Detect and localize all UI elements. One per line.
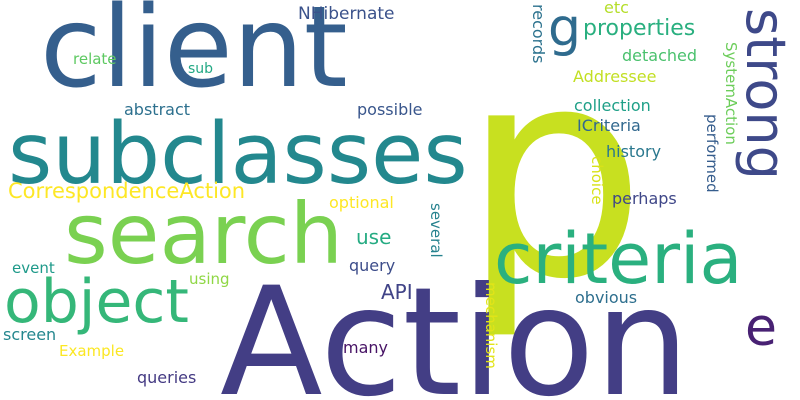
word-icriteria: ICriteria bbox=[577, 116, 641, 135]
word-obvious: obvious bbox=[575, 288, 638, 307]
word-client: client bbox=[40, 0, 348, 113]
word-correspondenceaction: CorrespondenceAction bbox=[8, 179, 246, 203]
word-optional: optional bbox=[329, 193, 394, 212]
word-several: several bbox=[427, 203, 445, 258]
word-etc: etc bbox=[604, 0, 629, 17]
word-query: query bbox=[349, 256, 396, 275]
word-object: object bbox=[4, 267, 189, 337]
word-many: many bbox=[343, 338, 388, 357]
word-records: records bbox=[529, 4, 548, 64]
word-queries: queries bbox=[137, 368, 197, 387]
word-detached: detached bbox=[622, 46, 698, 65]
word-criteria: criteria bbox=[494, 218, 743, 300]
word-subclasses: subclasses bbox=[8, 105, 468, 204]
word-properties: properties bbox=[583, 16, 696, 41]
word-choice: choice bbox=[588, 156, 606, 205]
word-g: g bbox=[548, 0, 582, 58]
word-example: Example bbox=[59, 342, 125, 360]
word-use: use bbox=[356, 225, 392, 249]
word-performed: performed bbox=[703, 114, 721, 193]
word-search: search bbox=[64, 185, 344, 283]
word-api: API bbox=[381, 280, 413, 304]
word-strong: strong bbox=[734, 8, 797, 180]
word-abstract: abstract bbox=[124, 100, 191, 119]
word-event: event bbox=[12, 259, 55, 277]
word-relate: relate bbox=[73, 50, 117, 68]
word-nhibernate: NHibernate bbox=[298, 4, 395, 24]
word-using: using bbox=[189, 270, 230, 288]
word-p: p bbox=[462, 6, 647, 343]
word-collection: collection bbox=[574, 96, 651, 115]
word-systemaction: SystemAction bbox=[722, 42, 740, 145]
word-addressee: Addressee bbox=[573, 67, 657, 86]
word-perhaps: perhaps bbox=[612, 189, 677, 208]
word-mechanism: mechanism bbox=[482, 282, 500, 369]
word-sub: sub bbox=[188, 61, 214, 77]
word-action: Action bbox=[220, 256, 690, 400]
word-screen: screen bbox=[3, 325, 57, 344]
word-history: history bbox=[606, 142, 662, 161]
word-possible: possible bbox=[357, 100, 423, 119]
word-e: e bbox=[745, 298, 777, 358]
